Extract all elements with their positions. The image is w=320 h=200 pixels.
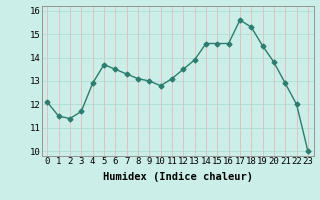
X-axis label: Humidex (Indice chaleur): Humidex (Indice chaleur) (103, 172, 252, 182)
